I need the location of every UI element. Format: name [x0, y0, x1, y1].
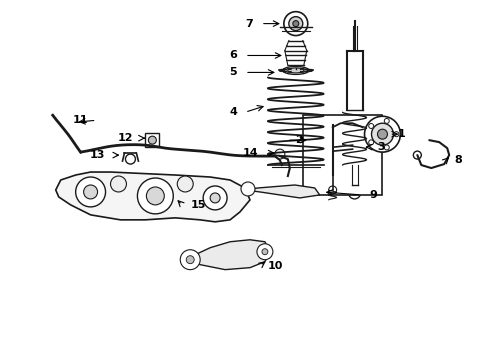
Text: 5: 5	[229, 67, 237, 77]
Circle shape	[177, 176, 193, 192]
Circle shape	[210, 193, 220, 203]
Circle shape	[365, 116, 400, 152]
Polygon shape	[56, 172, 250, 222]
Circle shape	[414, 151, 421, 159]
Circle shape	[289, 17, 303, 31]
Ellipse shape	[283, 67, 309, 75]
Text: 6: 6	[229, 50, 237, 60]
Circle shape	[84, 185, 98, 199]
Ellipse shape	[288, 68, 304, 73]
Text: 2: 2	[295, 135, 302, 145]
Circle shape	[348, 187, 361, 199]
Text: 15: 15	[190, 200, 206, 210]
Circle shape	[368, 123, 374, 129]
Circle shape	[137, 178, 173, 214]
Circle shape	[147, 187, 164, 205]
Circle shape	[262, 249, 268, 255]
Polygon shape	[245, 185, 319, 198]
Circle shape	[368, 140, 374, 145]
Text: 9: 9	[369, 190, 377, 200]
Circle shape	[180, 250, 200, 270]
Circle shape	[275, 149, 285, 159]
Text: 14: 14	[243, 148, 258, 158]
Text: 1: 1	[397, 129, 405, 139]
Text: 11: 11	[73, 115, 89, 125]
Circle shape	[394, 132, 399, 137]
Text: 13: 13	[90, 150, 105, 160]
Circle shape	[203, 186, 227, 210]
Circle shape	[257, 244, 273, 260]
Text: 7: 7	[245, 19, 253, 28]
Circle shape	[75, 177, 105, 207]
Text: 4: 4	[229, 107, 237, 117]
Circle shape	[371, 123, 393, 145]
Bar	[303, 115, 383, 195]
Circle shape	[148, 136, 156, 144]
Circle shape	[293, 21, 299, 27]
Text: 8: 8	[454, 155, 462, 165]
Circle shape	[241, 182, 255, 196]
Text: 3: 3	[377, 142, 385, 152]
Circle shape	[125, 154, 135, 164]
Circle shape	[111, 176, 126, 192]
Bar	[146, 133, 159, 147]
Text: 10: 10	[268, 261, 283, 271]
Circle shape	[186, 256, 194, 264]
Circle shape	[384, 145, 389, 150]
Text: 12: 12	[118, 133, 133, 143]
Circle shape	[329, 186, 337, 194]
Circle shape	[384, 118, 389, 123]
Polygon shape	[185, 240, 270, 270]
Circle shape	[284, 12, 308, 36]
Circle shape	[377, 129, 388, 139]
Circle shape	[353, 191, 357, 195]
